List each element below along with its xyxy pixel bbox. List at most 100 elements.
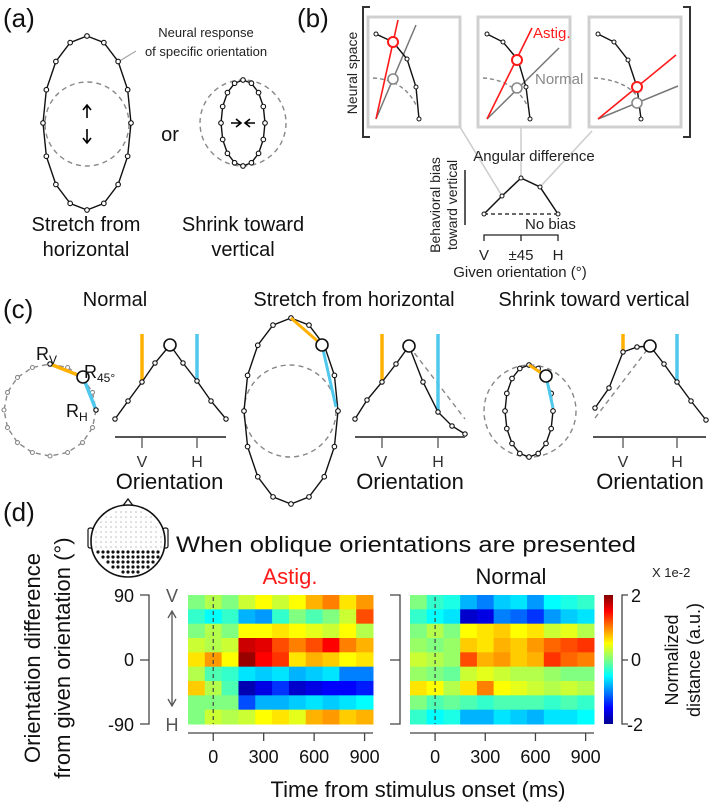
panel-label-c: (c) <box>3 294 33 324</box>
bias-point <box>537 184 543 190</box>
stretch-label-1: Stretch from <box>32 214 141 236</box>
response-point <box>14 374 21 381</box>
electrode <box>95 536 97 538</box>
heatmap-cell <box>255 666 273 682</box>
response-point <box>53 58 59 65</box>
tuning-point <box>449 423 455 429</box>
response-point <box>625 57 631 63</box>
cbar-label-1: Normalized <box>662 614 682 705</box>
panel-b: (b) Neural space Astig. Normal Angular d… <box>297 3 691 281</box>
heatmap-cell <box>238 695 256 711</box>
heatmap-cell <box>493 681 511 696</box>
heatmap-cell <box>410 609 428 625</box>
response-point <box>509 375 515 382</box>
ellipse-outline <box>3 363 97 457</box>
heatmap-cell <box>221 652 239 668</box>
electrode-selected <box>106 550 110 554</box>
heatmap-cell <box>476 652 495 668</box>
electrode-selected <box>136 560 140 564</box>
electrode <box>95 546 97 548</box>
response-point <box>260 103 267 110</box>
heatmap-cell <box>510 666 528 682</box>
heatmap-cell <box>527 595 545 610</box>
electrode <box>135 511 137 513</box>
baseline-arc <box>482 77 529 108</box>
heatmap-cell <box>560 666 578 682</box>
heatmap-cell <box>577 595 595 610</box>
annotation-line2: of specific orientation <box>145 44 267 59</box>
electrode-selected <box>116 565 120 569</box>
tick-h-label: H <box>671 454 683 471</box>
electrode-selected <box>111 565 115 569</box>
electrode <box>120 541 122 543</box>
electrode <box>125 546 127 548</box>
electrode <box>135 536 137 538</box>
response-point <box>254 342 261 349</box>
box-frame <box>476 15 572 129</box>
heatmap-cell <box>476 623 495 639</box>
heatmap-cell <box>238 666 256 682</box>
heatmap-cell <box>476 638 495 653</box>
electrode-selected <box>141 565 145 569</box>
electrode <box>110 531 112 533</box>
heatmap-cell <box>577 695 595 711</box>
response-point <box>29 449 35 456</box>
heatmap-cell <box>204 595 223 610</box>
heatmap-cell <box>204 638 223 653</box>
response-point <box>241 408 247 414</box>
electrode <box>95 541 97 543</box>
heatmap-cell <box>221 623 239 639</box>
electrode-selected <box>121 570 125 574</box>
tuning-point <box>379 379 385 385</box>
heatmap-cell <box>188 595 206 610</box>
heatmap-cell <box>322 652 340 668</box>
heatmap-cell <box>221 609 239 625</box>
heatmap-cell <box>577 652 595 668</box>
cbar-tick-0: 0 <box>631 650 641 670</box>
baseline-circle <box>243 364 337 458</box>
heatmap-cell <box>476 609 495 625</box>
normal-direction-line <box>375 24 417 120</box>
heatmap-cell <box>288 666 307 682</box>
heatmap-cell <box>322 681 340 696</box>
electrode <box>145 546 147 548</box>
heatmap-cell <box>356 666 374 682</box>
heatmap-cell <box>577 709 595 725</box>
tuning-point <box>688 398 694 404</box>
tuning-point <box>364 397 370 403</box>
tuning-point <box>223 416 229 422</box>
heatmap-cell <box>322 666 340 682</box>
electrode-selected <box>131 555 135 559</box>
heatmap-cell <box>305 695 324 711</box>
heatmap-cell <box>543 623 562 639</box>
electrode <box>115 521 117 523</box>
tuning-point <box>674 379 680 385</box>
heatmap-cell <box>527 681 545 696</box>
h-marker: H <box>166 715 179 735</box>
electrode-selected <box>131 550 135 554</box>
heatmap-cell <box>510 681 528 696</box>
heatmap-cell <box>322 609 340 625</box>
electrode <box>140 541 142 543</box>
response-point <box>4 389 11 395</box>
heatmap-cell <box>188 652 206 668</box>
tick-v-label: V <box>137 454 148 471</box>
annotation-leader <box>117 50 137 63</box>
response-point <box>248 80 255 87</box>
heatmap-cell <box>238 595 256 610</box>
heatmap-cell <box>460 595 478 610</box>
heatmap-cell <box>339 623 357 639</box>
heatmap-cell <box>356 638 374 653</box>
tuning-point <box>352 416 358 422</box>
heatmap-cell <box>560 695 578 711</box>
electrode <box>140 531 142 533</box>
x-tick-label: 0 <box>430 747 440 767</box>
response-point <box>100 39 107 46</box>
bias-ylabel-1: Behavioral bias <box>427 157 443 253</box>
box-frame <box>366 15 462 129</box>
response-point <box>53 181 59 188</box>
electrode <box>150 521 152 523</box>
electrode <box>105 546 107 548</box>
response-point <box>14 439 21 446</box>
electrode <box>120 526 122 528</box>
